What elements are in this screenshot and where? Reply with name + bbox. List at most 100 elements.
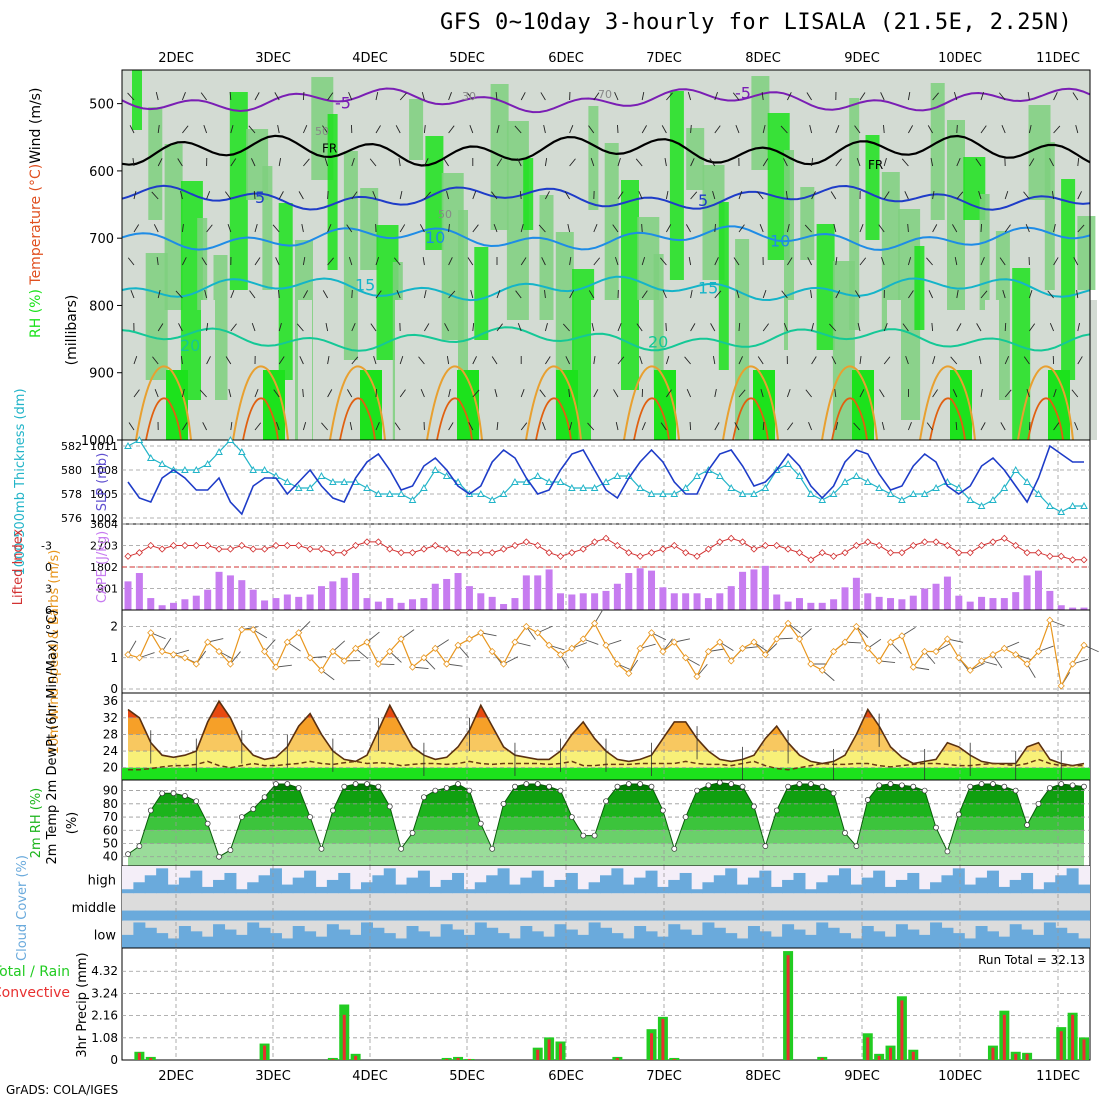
wind-barb (1004, 356, 1010, 365)
wind-barb (907, 91, 911, 101)
cloud-cell (508, 910, 521, 921)
wind-barb (1028, 421, 1031, 431)
cloud-cell (122, 910, 134, 921)
wind-barb (956, 289, 959, 299)
wind-barb (520, 92, 526, 101)
cloud-cell (941, 910, 954, 921)
isotherm-line (121, 87, 1091, 114)
wind-speed-point (659, 647, 667, 656)
wind-barb (1004, 190, 1009, 200)
wind-barb (325, 322, 329, 332)
wind-barb (641, 223, 643, 233)
cloud-cell (918, 910, 931, 921)
cloud-cell (873, 931, 886, 948)
cloud-cell (326, 910, 339, 921)
isotherm-label: 10 (770, 232, 790, 251)
wind-barb (418, 356, 425, 365)
cloud-cell (213, 879, 226, 894)
wind-barb (857, 322, 861, 332)
wind-barb (180, 190, 183, 200)
wind-barb (249, 290, 256, 299)
rh-point (978, 781, 985, 787)
wind-barb (127, 257, 135, 266)
cloud-cell (406, 910, 419, 921)
wind-barb (1027, 91, 1030, 101)
isotherm-line (732, 397, 769, 441)
cape-bar (295, 596, 303, 610)
wind-speed-point (135, 654, 143, 662)
wind-barb (519, 190, 522, 200)
thickness-point (499, 489, 508, 497)
wind-speed-point (636, 644, 644, 652)
rh-point (147, 807, 154, 814)
rh-point (125, 851, 131, 857)
wind-ylabel: 10m Wind Speed & Barbs (m/s) (47, 550, 62, 755)
wind-barb (785, 190, 788, 200)
thickness-point (818, 495, 827, 503)
wind-speed-point (124, 651, 132, 659)
cloud-cell (713, 910, 726, 921)
li-point (761, 541, 769, 550)
li-point (647, 549, 656, 557)
cloud-cell (656, 886, 669, 894)
cloud-cell (827, 910, 840, 921)
wind-barb (859, 92, 866, 101)
precip-conv-bar (149, 1057, 153, 1060)
rh-point (352, 781, 359, 787)
wind-barb (496, 421, 499, 431)
wind-speed-point (761, 651, 769, 659)
cape-bar (784, 601, 792, 610)
wind-barb (564, 191, 570, 200)
wind-barb (950, 356, 958, 365)
cloud-cell (383, 933, 396, 948)
rh-point (819, 783, 826, 790)
li-point (716, 538, 724, 546)
cloud-cell (827, 875, 840, 894)
rh-cell (985, 300, 999, 440)
wind-barb (1001, 125, 1006, 134)
wind-barb (666, 92, 673, 101)
cloud-cell (918, 889, 931, 894)
wind-barb (641, 91, 645, 101)
wind-barb (496, 158, 503, 167)
cloud-cell (565, 872, 578, 894)
xtick-label-top: 10DEC (938, 51, 982, 66)
wind-barb (998, 92, 1006, 101)
cloud-cell (804, 934, 817, 948)
precip-conv-bar (536, 1049, 540, 1060)
cloud-cell (292, 925, 305, 948)
cloud-cell (873, 910, 886, 921)
cape-bar (955, 595, 963, 610)
wind-barb (714, 388, 717, 398)
cloud-cell (543, 886, 556, 894)
wind-barb (562, 323, 570, 332)
wind-barb (799, 628, 812, 640)
cloud-cell (395, 938, 408, 948)
wind-barb (762, 421, 765, 431)
wind-speed-point (818, 666, 826, 674)
cloud-cell (1021, 872, 1034, 894)
wind-barb (1000, 422, 1006, 431)
rh-point (512, 783, 518, 790)
cloud-cell (1066, 868, 1079, 894)
li-point (534, 541, 542, 550)
wind-speed-point (1023, 660, 1031, 668)
footer-credit: GrADS: COLA/IGES (6, 1083, 119, 1097)
wind-barb (924, 651, 936, 665)
wind-barb (835, 421, 839, 431)
wind-barb (687, 91, 692, 101)
li-point (545, 549, 553, 557)
wind-barb (327, 190, 329, 200)
rh-cell (166, 370, 188, 440)
thickness-point (932, 483, 940, 491)
cloud-cell (588, 910, 601, 921)
rh2m-units: (%) (65, 812, 80, 835)
rh-point (682, 814, 689, 820)
li-point (704, 545, 712, 553)
wind-barb (400, 629, 415, 640)
wind-barb (901, 627, 916, 637)
wind-speed-point (249, 626, 257, 634)
wind-barb (666, 389, 672, 398)
cloud-cell (304, 910, 317, 921)
cape-bar (522, 575, 530, 610)
